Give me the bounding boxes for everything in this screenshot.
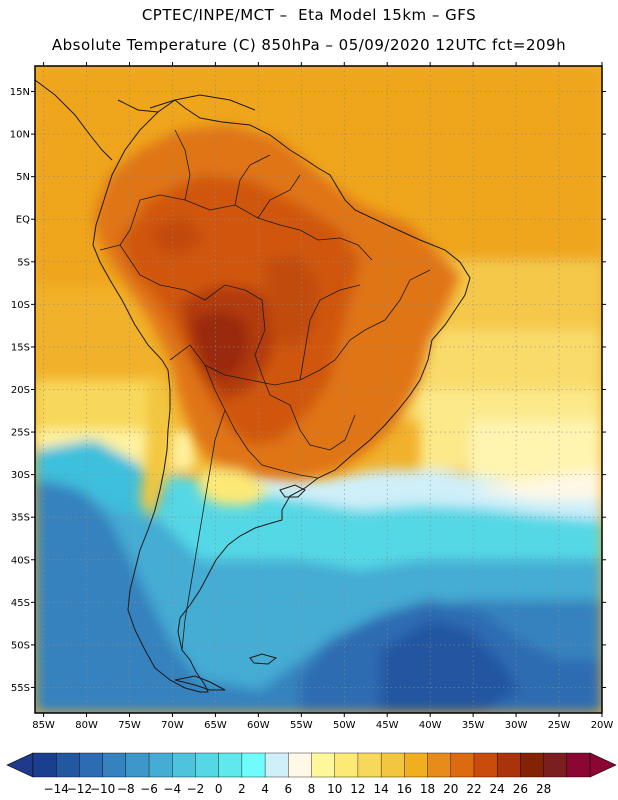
colorbar-swatch xyxy=(520,752,545,778)
colorbar: −14−12−10 −8 −6 −4 −2 0 2 4 6 8 10 12 14 16 18 20 22 24 26… xyxy=(6,752,617,796)
lon-tick-label: 20W xyxy=(591,720,614,731)
colorbar-label: 28 xyxy=(536,782,551,796)
lat-tick-label: 5S xyxy=(17,257,30,268)
colorbar-swatch xyxy=(450,752,475,778)
lon-tick-label: 35W xyxy=(462,720,485,731)
lat-tick-label: 40S xyxy=(11,555,30,566)
colorbar-label: −4 xyxy=(163,782,181,796)
colorbar-swatch xyxy=(195,752,220,778)
lat-tick-label: 50S xyxy=(11,640,30,651)
colorbar-swatch xyxy=(218,752,243,778)
lon-tick-label: 40W xyxy=(419,720,442,731)
colorbar-label: 16 xyxy=(397,782,412,796)
colorbar-label: −14 xyxy=(44,782,69,796)
latitude-axis: 15N 10N 5N EQ 5S 10S 15S 20S 25S 30S 35S 40S 45S 50S 5… xyxy=(10,87,606,694)
colorbar-swatch xyxy=(172,752,196,778)
lat-tick-label: 5N xyxy=(16,172,30,183)
lat-tick-label: 20S xyxy=(11,385,30,396)
colorbar-label: −8 xyxy=(117,782,135,796)
colorbar-swatch xyxy=(288,752,312,778)
lon-tick-label: 70W xyxy=(161,720,184,731)
colorbar-swatch xyxy=(380,752,405,778)
south-america-coastline xyxy=(92,99,471,693)
uruguay-lagoon xyxy=(279,484,306,498)
colorbar-right-arrow xyxy=(589,752,617,778)
lat-tick-label: EQ xyxy=(16,215,30,226)
colorbar-swatch xyxy=(357,752,382,778)
colorbar-swatch xyxy=(102,752,127,778)
coastlines-and-borders xyxy=(35,79,471,693)
colorbar-swatch xyxy=(473,752,498,778)
colorbar-label: 18 xyxy=(420,782,435,796)
colorbar-swatch xyxy=(311,752,336,778)
colorbar-swatch xyxy=(566,752,591,778)
colorbar-label: 0 xyxy=(215,782,223,796)
tierra-del-fuego xyxy=(174,675,226,691)
lat-tick-label: 30S xyxy=(11,470,30,481)
lat-tick-label: 15N xyxy=(10,87,30,98)
lat-tick-label: 10S xyxy=(11,300,30,311)
lon-tick-label: 25W xyxy=(548,720,571,731)
lat-tick-label: 10N xyxy=(10,130,30,141)
colorbar-swatch xyxy=(32,752,57,778)
lat-tick-label: 45S xyxy=(11,598,30,609)
colorbar-label: 22 xyxy=(466,782,481,796)
colorbar-label: 4 xyxy=(261,782,269,796)
falklands xyxy=(249,653,278,665)
colorbar-label: 24 xyxy=(490,782,505,796)
colorbar-swatch xyxy=(427,752,452,778)
colorbar-label: 2 xyxy=(238,782,246,796)
colorbar-swatch xyxy=(264,752,289,778)
colorbar-label: 14 xyxy=(373,782,388,796)
lat-tick-label: 25S xyxy=(11,428,30,439)
colorbar-label: 20 xyxy=(443,782,458,796)
lon-tick-label: 85W xyxy=(32,720,55,731)
colorbar-swatch xyxy=(334,752,359,778)
colorbar-label: −10 xyxy=(90,782,115,796)
lon-tick-label: 45W xyxy=(376,720,399,731)
lon-tick-label: 75W xyxy=(118,720,141,731)
colorbar-label: −6 xyxy=(140,782,158,796)
lon-tick-label: 65W xyxy=(204,720,227,731)
colorbar-swatch xyxy=(543,752,568,778)
colorbar-left-arrow xyxy=(6,752,34,778)
central-america-coast xyxy=(35,79,159,161)
colorbar-swatch xyxy=(125,752,150,778)
country-borders xyxy=(99,129,431,651)
colorbar-label: 8 xyxy=(308,782,316,796)
lon-tick-label: 55W xyxy=(290,720,313,731)
lat-tick-label: 55S xyxy=(11,683,30,694)
colorbar-swatch xyxy=(56,752,80,778)
colorbar-swatch xyxy=(79,752,104,778)
colorbar-swatch xyxy=(404,752,429,778)
caribbean-coast xyxy=(149,94,256,111)
colorbar-label: 26 xyxy=(513,782,528,796)
colorbar-label: −2 xyxy=(187,782,205,796)
colorbar-swatch xyxy=(241,752,266,778)
chart-title-line-1: CPTEC/INPE/MCT – Eta Model 15km – GFS xyxy=(141,6,477,24)
longitude-axis: 85W 80W 75W 70W 65W 60W 55W 50W 45W 40W 35W 30W 25W 2… xyxy=(32,62,613,731)
colorbar-label: −12 xyxy=(67,782,92,796)
colorbar-swatch xyxy=(496,752,521,778)
colorbar-swatch xyxy=(148,752,173,778)
lon-tick-label: 80W xyxy=(75,720,98,731)
chart-title-line-2: Absolute Temperature (C) 850hPa – 05/09/… xyxy=(51,36,567,54)
colorbar-label: 6 xyxy=(284,782,292,796)
lat-tick-label: 35S xyxy=(11,513,30,524)
gridlines xyxy=(35,66,602,713)
lon-tick-label: 50W xyxy=(333,720,356,731)
lon-tick-label: 60W xyxy=(247,720,270,731)
colorbar-label: 10 xyxy=(327,782,342,796)
lat-tick-label: 15S xyxy=(11,342,30,353)
colorbar-label: 12 xyxy=(350,782,365,796)
lon-tick-label: 30W xyxy=(505,720,528,731)
